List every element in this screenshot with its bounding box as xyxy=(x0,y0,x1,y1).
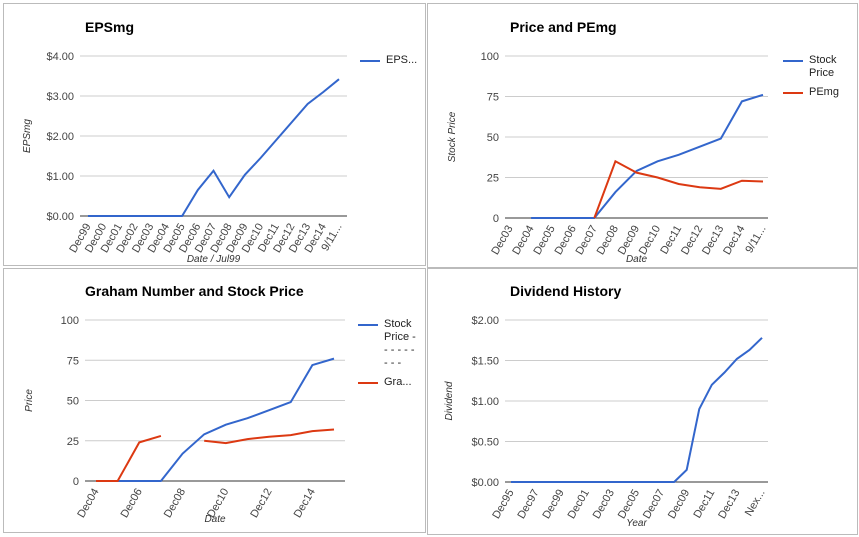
legend-swatch xyxy=(783,92,803,94)
x-tick-label: Dec97 xyxy=(515,488,541,522)
y-axis-title: Dividend xyxy=(444,381,455,420)
y-tick-label: $3.00 xyxy=(46,91,74,103)
line-series xyxy=(88,78,340,217)
y-tick-label: 25 xyxy=(487,173,499,185)
x-tick-label: Dec09 xyxy=(666,488,692,522)
chart-title: Dividend History xyxy=(510,283,621,299)
x-axis-title: Date xyxy=(626,254,648,265)
x-axis-title: Year xyxy=(626,518,647,529)
x-tick-label: Dec95 xyxy=(490,488,516,522)
y-tick-label: $0.50 xyxy=(471,437,499,449)
line-series xyxy=(531,93,764,219)
legend-swatch xyxy=(783,60,803,62)
y-tick-label: 50 xyxy=(487,132,499,144)
legend-label: Gra... xyxy=(384,376,412,388)
legend-swatch xyxy=(360,60,380,62)
y-tick-label: $1.00 xyxy=(471,396,499,408)
x-tick-label: Dec13 xyxy=(716,488,742,522)
legend-label: Stock Price - - - - - - - - - xyxy=(384,318,416,369)
y-axis-title: EPSmg xyxy=(22,119,33,153)
x-tick-label: Dec05 xyxy=(616,488,642,522)
y-tick-label: $2.00 xyxy=(46,131,74,143)
panel xyxy=(3,268,426,533)
y-tick-label: 0 xyxy=(73,476,79,488)
line-series xyxy=(96,357,335,482)
line-series xyxy=(96,428,335,482)
line-series xyxy=(511,337,763,483)
y-tick-label: 100 xyxy=(481,51,499,63)
x-axis-title: Date / Jul99 xyxy=(187,254,241,265)
y-tick-label: $4.00 xyxy=(46,51,74,63)
x-tick-label: Nex... xyxy=(743,488,768,519)
x-tick-label: Dec01 xyxy=(566,488,592,522)
y-tick-label: $1.50 xyxy=(471,356,499,368)
line-series xyxy=(593,159,764,219)
y-tick-label: 0 xyxy=(493,213,499,225)
y-tick-label: 100 xyxy=(61,315,79,327)
x-tick-label: 9/11... xyxy=(743,224,768,256)
y-tick-label: 75 xyxy=(487,92,499,104)
x-tick-label: Dec07 xyxy=(641,488,667,522)
legend-item: Gra... xyxy=(358,376,420,389)
x-tick-label: Dec06 xyxy=(119,487,145,521)
legend: Stock Price - - - - - - - - - Gra... xyxy=(358,318,420,395)
panel xyxy=(427,3,858,268)
y-tick-label: $1.00 xyxy=(46,171,74,183)
legend-label: PEmg xyxy=(809,86,839,98)
x-tick-label: Dec12 xyxy=(248,487,274,521)
y-tick-label: 25 xyxy=(67,436,79,448)
legend: Stock Price PEmg xyxy=(783,54,845,105)
x-axis-title: Date xyxy=(204,514,226,525)
legend-label: EPS... xyxy=(386,54,418,66)
y-tick-label: $0.00 xyxy=(46,211,74,223)
x-tick-label: Dec14 xyxy=(292,487,318,521)
y-tick-label: $2.00 xyxy=(471,315,499,327)
legend-item: Stock Price xyxy=(783,54,845,80)
x-tick-label: Dec04 xyxy=(75,487,101,521)
y-axis-title: Stock Price xyxy=(447,111,458,162)
x-tick-label: Dec99 xyxy=(541,488,567,522)
panel xyxy=(427,268,858,535)
x-tick-label: Dec03 xyxy=(591,488,617,522)
legend-item: Stock Price - - - - - - - - - xyxy=(358,318,420,370)
chart-title: EPSmg xyxy=(85,19,134,35)
x-tick-label: Dec14 xyxy=(721,224,747,258)
x-tick-label: Dec08 xyxy=(162,487,188,521)
chart-title: Price and PEmg xyxy=(510,19,617,35)
legend-swatch xyxy=(358,382,378,384)
chart-title: Graham Number and Stock Price xyxy=(85,283,304,299)
y-tick-label: 75 xyxy=(67,355,79,367)
legend-item: PEmg xyxy=(783,86,845,99)
legend: EPS... xyxy=(360,54,422,73)
y-tick-label: $0.00 xyxy=(471,477,499,489)
legend-label: Stock Price xyxy=(809,54,837,79)
y-tick-label: 50 xyxy=(67,396,79,408)
legend-swatch xyxy=(358,324,378,326)
panel xyxy=(3,3,426,266)
x-tick-label: Dec10 xyxy=(637,224,663,258)
legend-item: EPS... xyxy=(360,54,422,67)
x-tick-label: Dec11 xyxy=(692,488,718,521)
y-axis-title: Price xyxy=(24,389,35,412)
